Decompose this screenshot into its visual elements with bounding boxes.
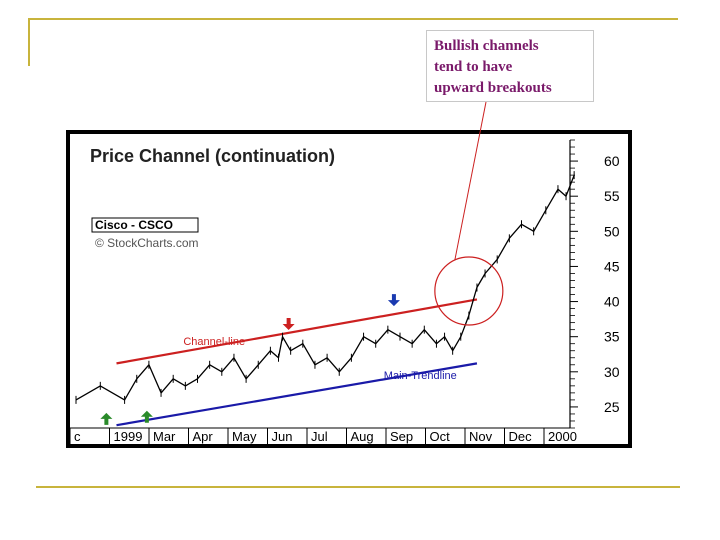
x-tick-label: Aug xyxy=(351,429,374,444)
x-tick-label: Oct xyxy=(430,429,451,444)
y-tick-label: 30 xyxy=(604,364,620,380)
channel-line xyxy=(116,298,478,365)
up-arrow-icon xyxy=(100,412,113,425)
price-line xyxy=(75,174,575,401)
y-tick-label: 40 xyxy=(604,294,620,310)
x-tick-label: Nov xyxy=(469,429,493,444)
trend-lines xyxy=(116,298,478,427)
y-tick-label: 35 xyxy=(604,329,620,345)
channel-line-label: Channel-line xyxy=(183,336,245,348)
main-trendline xyxy=(116,362,478,427)
down-arrow-icon xyxy=(282,318,295,331)
x-tick-label: c xyxy=(74,429,81,444)
source-label: © StockCharts.com xyxy=(95,236,199,250)
callout-line-1: Bullish channels xyxy=(434,38,539,54)
callout-line-2: tend to have xyxy=(434,59,513,75)
plot-background xyxy=(70,134,628,444)
y-axis-ticks: 60 55 50 45 40 35 30 25 xyxy=(570,139,620,429)
callout-box: Bullish channels tend to have upward bre… xyxy=(426,30,594,102)
x-tick-label: Sep xyxy=(390,429,413,444)
ticker-box xyxy=(91,217,199,233)
ticker-label: Cisco - CSCO xyxy=(95,218,173,232)
callout-line-3: upward breakouts xyxy=(434,80,552,96)
x-tick-label: Jul xyxy=(311,429,328,444)
price-series xyxy=(75,171,575,404)
callout-pointer-line xyxy=(454,101,487,261)
x-tick-label: 2000 xyxy=(548,429,577,444)
signal-arrows xyxy=(100,294,400,425)
x-tick-label: Jun xyxy=(272,429,293,444)
y-tick-label: 60 xyxy=(604,153,620,169)
y-tick-label: 45 xyxy=(604,258,620,274)
y-tick-label: 55 xyxy=(604,188,620,204)
up-arrow-icon xyxy=(140,410,153,423)
down-arrow-icon xyxy=(387,294,400,307)
left-accent-rule xyxy=(28,18,30,66)
x-axis-ticks: c 1999 Mar Apr May Jun Jul Aug Sep Oct Nov Dec 2000 xyxy=(69,428,577,444)
main-trendline-label: Main-Trendline xyxy=(384,370,457,382)
x-tick-label: May xyxy=(232,429,257,444)
chart-title: Price Channel (continuation) xyxy=(90,146,335,166)
x-tick-label: Apr xyxy=(193,429,214,444)
x-tick-label: Mar xyxy=(153,429,176,444)
x-tick-label: 1999 xyxy=(114,429,143,444)
breakout-circle xyxy=(434,256,504,326)
top-accent-rule xyxy=(28,18,678,20)
y-tick-label: 25 xyxy=(604,399,620,415)
y-tick-label: 50 xyxy=(604,223,620,239)
bottom-accent-rule xyxy=(36,486,680,488)
x-tick-label: Dec xyxy=(509,429,533,444)
